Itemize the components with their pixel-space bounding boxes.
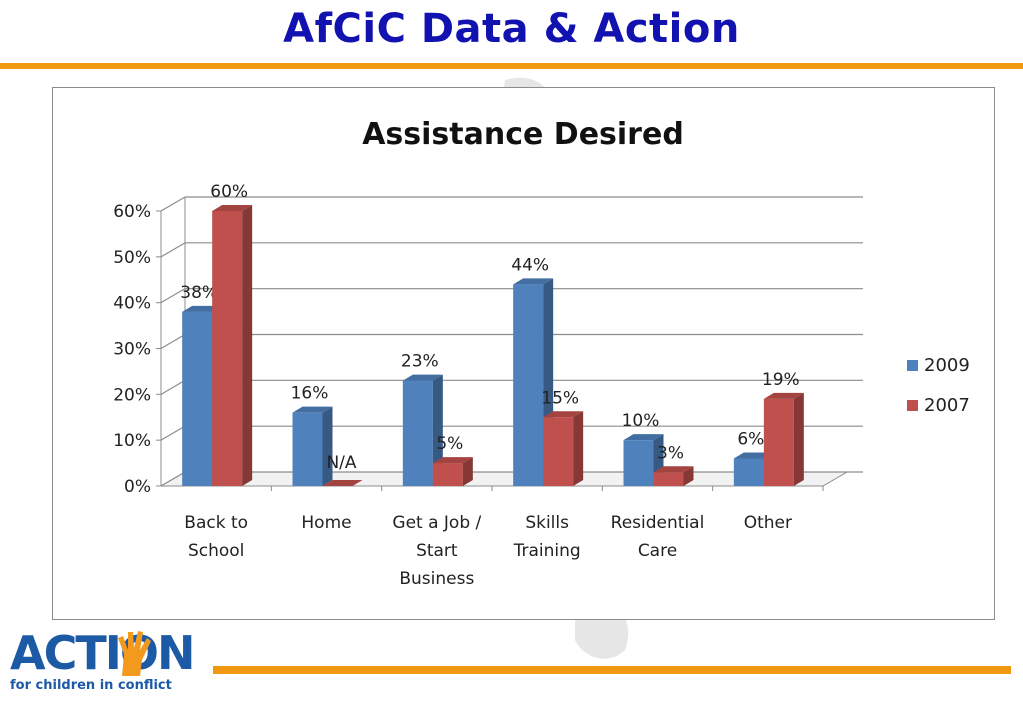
- slide-title: AfCiC Data & Action: [283, 6, 740, 52]
- bar-side: [242, 205, 253, 486]
- y-tick-label: 0%: [124, 477, 151, 497]
- bar-top: [763, 392, 804, 399]
- category-label: Back to: [184, 513, 248, 533]
- bar-top: [432, 457, 473, 464]
- bar: [182, 311, 213, 486]
- chart-title: Assistance Desired: [362, 117, 684, 152]
- data-label: 23%: [401, 352, 439, 372]
- data-label: 6%: [737, 430, 764, 450]
- bar-top: [292, 406, 333, 413]
- bar-side: [432, 374, 443, 486]
- bar-side: [573, 411, 584, 486]
- top-accent-rule: [0, 63, 1023, 69]
- data-label: 15%: [541, 388, 579, 408]
- legend-swatch: [907, 400, 918, 411]
- category-label: Business: [399, 569, 474, 589]
- category-label: Start: [416, 541, 458, 561]
- gridline-side: [160, 242, 186, 258]
- logo-tagline: for children in conflict: [10, 678, 172, 693]
- data-label: 19%: [762, 370, 800, 390]
- y-tick-label: 10%: [113, 431, 151, 451]
- gridline-side: [160, 425, 186, 441]
- data-label: 3%: [657, 443, 684, 463]
- bar-top: [543, 411, 584, 418]
- y-tick-label: 50%: [113, 248, 151, 268]
- bar-side: [793, 392, 804, 486]
- bar: [402, 380, 433, 486]
- bar-top: [623, 434, 664, 441]
- gridline-side: [160, 333, 186, 350]
- logo-wordmark: ACTION: [10, 626, 195, 680]
- y-tick-label: 40%: [113, 294, 151, 314]
- chart-frame: Assistance Desired 0% 10% 20% 30% 40% 50% 60% 38…: [52, 87, 995, 620]
- category-label: Care: [638, 541, 677, 561]
- bar: [212, 211, 243, 486]
- gridline-side: [160, 379, 186, 395]
- bar: [543, 417, 574, 486]
- bar-top: [513, 278, 554, 285]
- legend-label: 2009: [924, 355, 970, 376]
- y-tick-label: 60%: [113, 202, 151, 222]
- bar-side: [322, 406, 333, 486]
- gridline-side: [160, 471, 186, 487]
- bar-top: [653, 466, 694, 473]
- bar-chart: Assistance Desired 0% 10% 20% 30% 40% 50% 60% 38…: [113, 117, 970, 589]
- data-label: 16%: [291, 384, 329, 404]
- data-label: 38%: [180, 283, 218, 303]
- category-label: Residential: [611, 513, 705, 533]
- y-tick-label: 30%: [113, 340, 151, 360]
- data-label: 5%: [436, 434, 463, 454]
- bar: [513, 284, 544, 486]
- bar-top: [322, 480, 363, 486]
- category-label: Home: [301, 513, 351, 533]
- bar: [763, 398, 794, 486]
- data-label: 60%: [210, 182, 248, 202]
- legend-label: 2007: [924, 395, 970, 416]
- gridline-side: [160, 288, 186, 304]
- bar: [733, 458, 764, 486]
- bar-side: [462, 457, 473, 486]
- bottom-accent-rule: [213, 666, 1011, 674]
- data-label: N/A: [326, 453, 356, 473]
- legend-swatch: [907, 360, 918, 371]
- action-logo: ACTION for children in conflict: [10, 628, 200, 700]
- gridline-side: [160, 196, 186, 212]
- bar-top: [212, 205, 253, 211]
- bar: [432, 463, 463, 486]
- y-tick-label: 20%: [113, 385, 151, 405]
- bar: [653, 472, 684, 486]
- category-label: School: [188, 541, 244, 561]
- category-label: Get a Job /: [392, 513, 481, 533]
- category-label: Training: [513, 541, 581, 561]
- hand-icon: [118, 631, 151, 676]
- data-label: 44%: [511, 255, 549, 275]
- bar: [623, 440, 654, 486]
- data-label: 10%: [622, 411, 660, 431]
- category-label: Skills: [525, 513, 569, 533]
- bar-top: [402, 374, 443, 381]
- bar: [292, 412, 323, 486]
- bar-side: [683, 466, 694, 486]
- category-label: Other: [744, 513, 792, 533]
